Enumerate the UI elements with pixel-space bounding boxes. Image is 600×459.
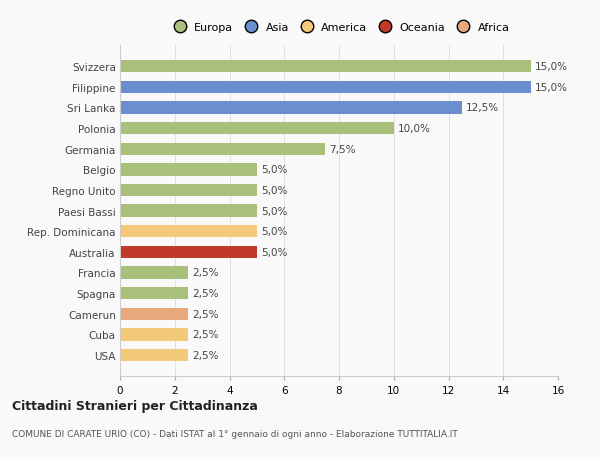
Bar (120, 164, 257, 176)
Bar (120, 287, 188, 300)
Text: 2,5%: 2,5% (193, 288, 219, 298)
Bar (120, 349, 188, 361)
Text: 5,0%: 5,0% (261, 165, 287, 175)
Bar (120, 246, 257, 258)
Bar (120, 143, 325, 156)
Bar (120, 308, 188, 320)
Bar (120, 185, 257, 197)
Text: 2,5%: 2,5% (193, 330, 219, 340)
Bar (120, 225, 257, 238)
Text: Cittadini Stranieri per Cittadinanza: Cittadini Stranieri per Cittadinanza (12, 399, 258, 412)
Text: 2,5%: 2,5% (193, 350, 219, 360)
Bar (120, 82, 530, 94)
Text: 15,0%: 15,0% (535, 83, 568, 93)
Text: 5,0%: 5,0% (261, 247, 287, 257)
Bar (120, 61, 530, 73)
Bar (120, 329, 188, 341)
Text: 15,0%: 15,0% (535, 62, 568, 72)
Legend: Europa, Asia, America, Oceania, Africa: Europa, Asia, America, Oceania, Africa (164, 18, 514, 37)
Text: 7,5%: 7,5% (329, 145, 356, 154)
Text: 2,5%: 2,5% (193, 268, 219, 278)
Text: 10,0%: 10,0% (398, 124, 431, 134)
Bar (120, 102, 462, 114)
Bar (120, 123, 394, 135)
Text: 2,5%: 2,5% (193, 309, 219, 319)
Text: 5,0%: 5,0% (261, 227, 287, 237)
Text: 5,0%: 5,0% (261, 185, 287, 196)
Text: 12,5%: 12,5% (466, 103, 499, 113)
Bar (120, 205, 257, 217)
Text: COMUNE DI CARATE URIO (CO) - Dati ISTAT al 1° gennaio di ogni anno - Elaborazion: COMUNE DI CARATE URIO (CO) - Dati ISTAT … (12, 429, 458, 438)
Bar (120, 267, 188, 279)
Text: 5,0%: 5,0% (261, 206, 287, 216)
